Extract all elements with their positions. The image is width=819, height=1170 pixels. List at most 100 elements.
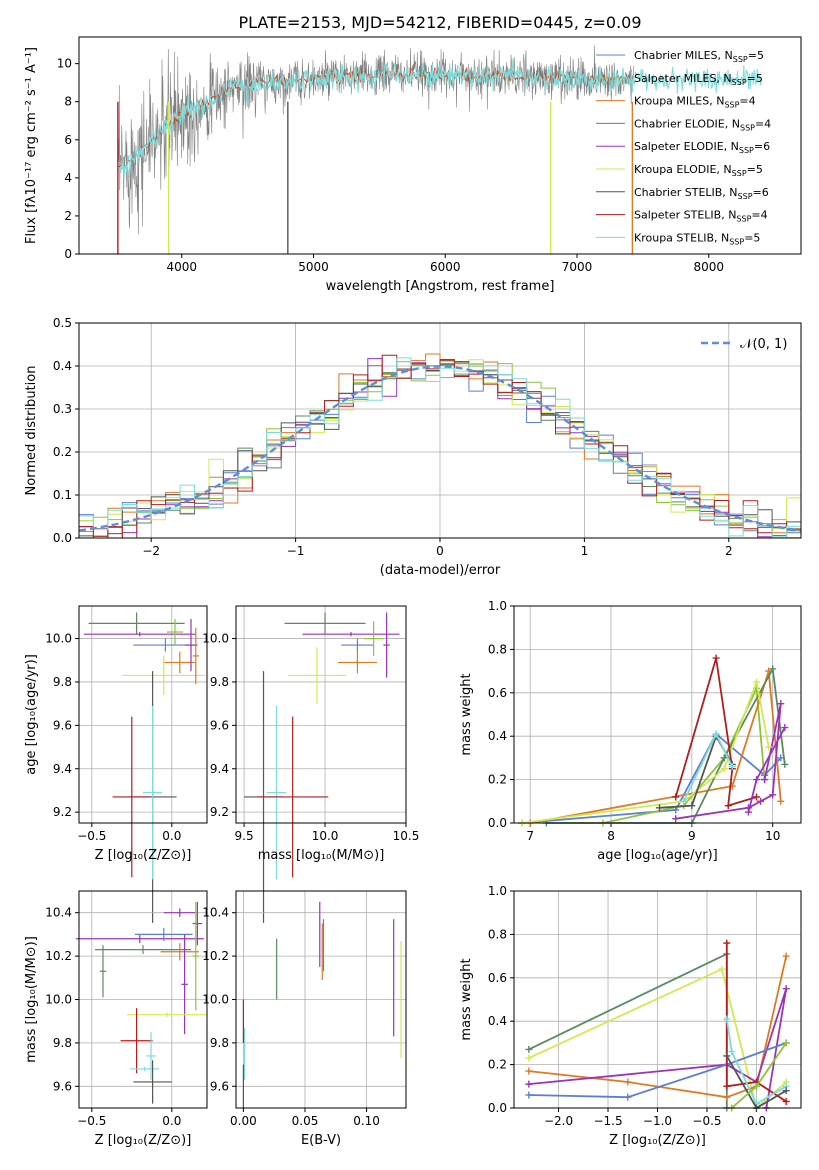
x-tick-label: 10.0 xyxy=(312,829,339,843)
plot-area xyxy=(117,45,762,254)
x-tick-label: 6000 xyxy=(430,260,461,274)
x-tick-label: 8 xyxy=(607,829,615,843)
y-tick-label: 10.2 xyxy=(45,949,72,963)
y-tick-label: 10 xyxy=(57,57,72,71)
y-tick-label: 0.6 xyxy=(488,686,507,700)
y-axis-label: Flux [fλ10⁻¹⁷ erg cm⁻² s⁻¹ A⁻¹] xyxy=(24,47,39,244)
weight-marker xyxy=(525,1091,533,1099)
legend-entry: Chabrier ELODIE, NSSP=4 xyxy=(634,117,771,132)
legend-entry: Salpeter STELIB, NSSP=4 xyxy=(634,209,768,224)
weight-marker xyxy=(782,952,790,960)
y-axis-label: mass weight xyxy=(459,673,474,755)
legend-entry: Kroupa ELODIE, NSSP=5 xyxy=(634,163,763,178)
legend-name: Chabrier MILES, N xyxy=(634,49,733,62)
weight-marker xyxy=(752,1082,760,1090)
weight-marker xyxy=(525,1045,533,1053)
legend-entry: Kroupa MILES, NSSP=4 xyxy=(634,95,756,110)
x-tick-label: 0.00 xyxy=(230,1114,257,1128)
normal-curve xyxy=(79,365,801,532)
y-tick-label: 4 xyxy=(64,171,72,185)
y-tick-label: 10.0 xyxy=(45,993,72,1007)
weight-marker xyxy=(744,808,752,816)
weight-marker xyxy=(728,1048,736,1056)
y-tick-label: 9.8 xyxy=(53,675,72,689)
weight-marker xyxy=(720,754,728,762)
y-tick-label: 0.2 xyxy=(488,1058,507,1072)
x-axis-label: E(B-V) xyxy=(301,1133,341,1148)
legend-entry: 𝒩(0, 1) xyxy=(740,337,787,352)
x-tick-label: 5000 xyxy=(298,260,329,274)
x-tick-label: −1.0 xyxy=(643,1114,672,1128)
x-tick-label: −2 xyxy=(142,544,160,558)
axes-frame xyxy=(235,890,407,1109)
weight-marker xyxy=(723,1082,731,1090)
legend-name: Salpeter ELODIE, N xyxy=(634,140,739,153)
chart-panel-6 xyxy=(75,890,208,1112)
y-tick-label: 0.8 xyxy=(488,927,507,941)
y-tick-label: 0.3 xyxy=(53,402,72,416)
y-axis-label: age [log₁₀(age/yr)] xyxy=(24,654,39,775)
x-axis-label: (data-model)/error xyxy=(380,563,501,578)
weight-marker xyxy=(723,1093,731,1101)
weight-marker xyxy=(672,793,680,801)
x-tick-label: 4000 xyxy=(166,260,197,274)
legend-name: Chabrier STELIB, N xyxy=(634,186,738,199)
weight-line xyxy=(675,703,782,820)
weight-line xyxy=(528,1042,787,1099)
y-axis-label: mass [log₁₀(M/M⊙)] xyxy=(24,936,39,1063)
x-tick-label: 9 xyxy=(688,829,696,843)
x-axis-label: Z [log₁₀(Z/Z⊙)] xyxy=(609,1133,706,1148)
y-tick-label: 0.6 xyxy=(488,971,507,985)
y-tick-label: 10.2 xyxy=(202,949,229,963)
chart-panel-7 xyxy=(232,890,407,1112)
y-tick-label: 9.6 xyxy=(210,718,229,732)
y-tick-label: 0.8 xyxy=(488,642,507,656)
y-tick-label: 10.0 xyxy=(45,632,72,646)
y-tick-label: 9.6 xyxy=(53,718,72,732)
weight-marker xyxy=(672,815,680,823)
legend-name: Salpeter STELIB, N xyxy=(634,209,736,222)
weight-marker xyxy=(525,1067,533,1075)
x-tick-label: −1.5 xyxy=(593,1114,622,1128)
x-axis-label: wavelength [Angstrom, rest frame] xyxy=(326,279,555,294)
legend-suffix: =5 xyxy=(744,231,760,244)
legend-suffix: =5 xyxy=(747,163,763,176)
x-tick-label: −0.5 xyxy=(77,829,106,843)
weight-marker xyxy=(769,791,777,799)
legend-sub: SSP xyxy=(732,169,747,178)
legend-suffix: =5 xyxy=(748,49,764,62)
weight-marker xyxy=(777,797,785,805)
weight-marker xyxy=(782,1039,790,1047)
legend-sub: SSP xyxy=(740,123,755,132)
legend-suffix: =4 xyxy=(751,209,767,222)
weight-marker xyxy=(718,965,726,973)
x-tick-label: −0.5 xyxy=(692,1114,721,1128)
y-tick-label: 0.0 xyxy=(53,531,72,545)
weight-marker xyxy=(525,1080,533,1088)
weight-marker xyxy=(753,776,761,784)
y-tick-label: 1.0 xyxy=(488,884,507,898)
x-tick-label: 0.05 xyxy=(292,1114,319,1128)
weight-marker xyxy=(525,1054,533,1062)
y-tick-label: 10.0 xyxy=(202,993,229,1007)
weight-marker xyxy=(728,763,736,771)
legend-sub: SSP xyxy=(738,192,753,201)
x-axis-label: Z [log₁₀(Z/Z⊙)] xyxy=(95,848,192,863)
legend-suffix: =4 xyxy=(739,95,755,108)
chart-panel-8 xyxy=(510,890,802,1112)
legend-entry: Salpeter MILES, NSSP=5 xyxy=(634,72,763,87)
legend-name: Kroupa MILES, N xyxy=(634,95,724,108)
weight-marker xyxy=(782,1087,790,1095)
weight-marker xyxy=(712,654,720,662)
y-tick-label: 9.8 xyxy=(210,675,229,689)
x-tick-label: 9.5 xyxy=(235,829,254,843)
legend-sub: SSP xyxy=(732,78,747,87)
weight-marker xyxy=(761,776,769,784)
y-tick-label: 0.4 xyxy=(53,359,72,373)
chart-panel-4 xyxy=(232,605,407,923)
y-tick-label: 9.2 xyxy=(210,805,229,819)
y-tick-label: 9.4 xyxy=(53,762,72,776)
weight-marker xyxy=(656,804,664,812)
